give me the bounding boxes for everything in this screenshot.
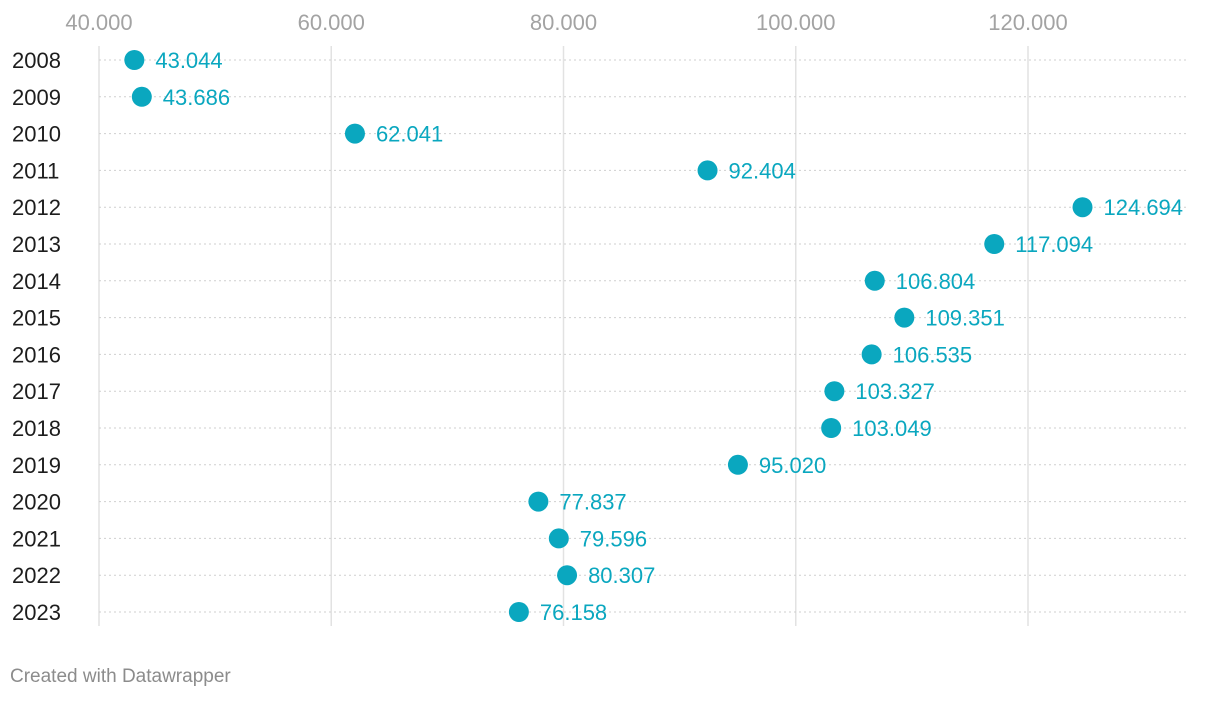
value-label: 43.686 [163,85,230,110]
x-tick-label: 120.000 [988,10,1068,35]
data-point [1072,197,1093,218]
category-label: 2011 [12,158,59,183]
category-label: 2018 [12,416,61,441]
category-label: 2009 [12,85,61,110]
data-labels: 43.044 43.686 62.041 92.404 124.694 117.094 10… [155,48,1183,625]
value-label: 43.044 [155,48,222,73]
category-label: 2008 [12,48,61,73]
value-label: 80.307 [588,563,655,588]
value-label: 77.837 [559,490,626,515]
data-point [557,565,578,586]
credit-footer: Created with Datawrapper [10,666,231,687]
category-label: 2016 [12,342,61,367]
data-points [124,50,1093,622]
category-label: 2013 [12,232,61,257]
value-label: 117.094 [1015,232,1093,257]
value-label: 106.804 [896,269,976,294]
category-label: 2015 [12,306,61,331]
category-label: 2022 [12,563,61,588]
y-axis-categories: 2008 2009 2010 2011 2012 2013 2014 2015 2016 2017… [12,48,61,625]
category-label: 2014 [12,269,61,294]
category-label: 2012 [12,195,61,220]
value-label: 109.351 [925,306,1005,331]
data-point [984,234,1005,254]
data-point [548,528,569,549]
category-label: 2023 [12,600,61,625]
data-point [508,602,529,622]
data-point [861,344,882,365]
data-point [528,491,549,512]
value-label: 124.694 [1104,195,1184,220]
value-label: 76.158 [540,600,607,625]
x-axis-ticks: 40.000 60.000 80.000 100.000 120.000 [65,10,1067,35]
category-label: 2019 [12,453,61,478]
data-point [821,418,842,438]
value-label: 103.049 [852,416,932,441]
category-label: 2020 [12,490,61,515]
data-point [727,454,748,475]
data-point [824,381,845,402]
value-label: 95.020 [759,453,826,478]
value-label: 106.535 [893,342,973,367]
data-point [344,123,365,144]
data-point [131,86,152,107]
value-label: 62.041 [376,122,443,147]
data-point [894,307,915,328]
dot-chart: 40.000 60.000 80.000 100.000 120.000 2008200… [12,10,1186,626]
x-tick-label: 60.000 [298,10,365,35]
category-label: 2021 [12,526,61,551]
data-point [864,270,885,291]
x-tick-label: 80.000 [530,10,597,35]
value-label: 79.596 [580,526,647,551]
data-point [697,160,718,181]
value-label: 92.404 [729,158,796,183]
grid-layer [98,46,1186,626]
value-label: 103.327 [855,379,935,404]
x-tick-label: 40.000 [65,10,132,35]
category-label: 2017 [12,379,61,404]
data-point [124,50,145,70]
category-label: 2010 [12,122,61,147]
x-tick-label: 100.000 [756,10,836,35]
